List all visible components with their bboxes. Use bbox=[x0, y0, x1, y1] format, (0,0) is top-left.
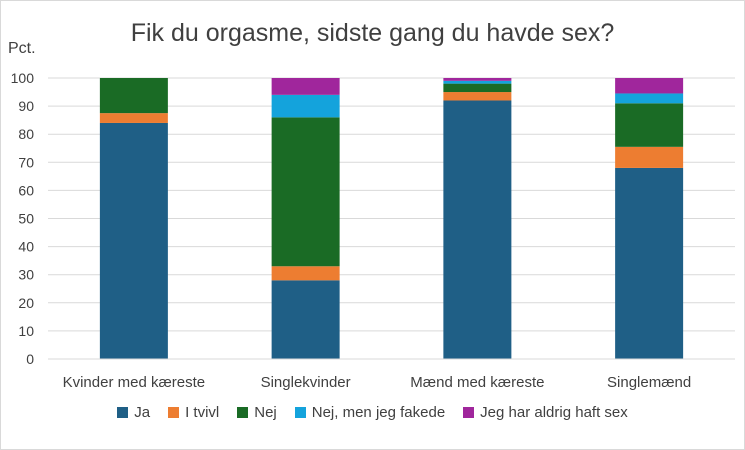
legend-item: Nej bbox=[237, 404, 277, 421]
y-tick-label: 20 bbox=[18, 295, 34, 311]
y-tick-label: 60 bbox=[18, 182, 34, 198]
legend-label: Jeg har aldrig haft sex bbox=[480, 404, 628, 421]
legend-swatch bbox=[237, 407, 249, 418]
y-tick-label: 50 bbox=[18, 211, 34, 227]
bar-segment bbox=[271, 280, 340, 359]
bar-segment bbox=[99, 78, 168, 114]
x-category-label: Singlemænd bbox=[607, 374, 691, 391]
bar-segment bbox=[271, 266, 340, 281]
bar-segment bbox=[615, 146, 684, 168]
y-tick-label: 40 bbox=[18, 239, 34, 255]
y-tick-label: 70 bbox=[18, 154, 34, 170]
bar-segment bbox=[99, 122, 168, 360]
legend-label: I tvivl bbox=[185, 404, 220, 421]
bar-segment bbox=[99, 113, 168, 123]
y-tick-label: 10 bbox=[18, 323, 34, 339]
y-tick-label: 90 bbox=[18, 98, 34, 114]
bar-segment bbox=[443, 83, 512, 93]
bar-segment bbox=[615, 93, 684, 104]
legend-item: Ja bbox=[117, 404, 150, 421]
y-tick-label: 0 bbox=[26, 351, 34, 367]
legend-swatch bbox=[294, 407, 306, 418]
legend-label: Ja bbox=[134, 404, 151, 421]
bar-segment bbox=[615, 167, 684, 359]
bar-segment bbox=[271, 117, 340, 267]
bar-segment bbox=[443, 92, 512, 101]
bar-segment bbox=[615, 103, 684, 147]
y-tick-label: 100 bbox=[11, 70, 35, 86]
y-tick-label: 30 bbox=[18, 267, 34, 283]
bar-segment bbox=[615, 78, 684, 94]
bar-segment bbox=[443, 80, 512, 84]
legend-item: Jeg har aldrig haft sex bbox=[463, 404, 628, 421]
chart-legend: Ja I tvivl Nej Nej, men jeg fakede Jeg har a… bbox=[0, 404, 745, 421]
chart-title: Fik du orgasme, sidste gang du havde sex… bbox=[130, 19, 615, 47]
y-tick-label: 80 bbox=[18, 126, 34, 142]
y-axis-unit-label: Pct. bbox=[8, 40, 36, 57]
x-category-label: Singlekvinder bbox=[261, 374, 351, 391]
x-category-label: Kvinder med kæreste bbox=[63, 374, 206, 391]
bar-segment bbox=[271, 78, 340, 95]
legend-item: I tvivl bbox=[168, 404, 219, 421]
bar-segment bbox=[271, 94, 340, 118]
bar-segment bbox=[443, 78, 512, 81]
legend-swatch bbox=[117, 407, 129, 418]
legend-swatch bbox=[463, 407, 475, 418]
legend-swatch bbox=[168, 407, 180, 418]
legend-label: Nej, men jeg fakede bbox=[311, 404, 446, 421]
legend-item: Nej, men jeg fakede bbox=[294, 404, 446, 421]
bar-segment bbox=[443, 100, 512, 359]
x-category-label: Mænd med kæreste bbox=[410, 374, 544, 391]
legend-label: Nej bbox=[254, 404, 277, 421]
